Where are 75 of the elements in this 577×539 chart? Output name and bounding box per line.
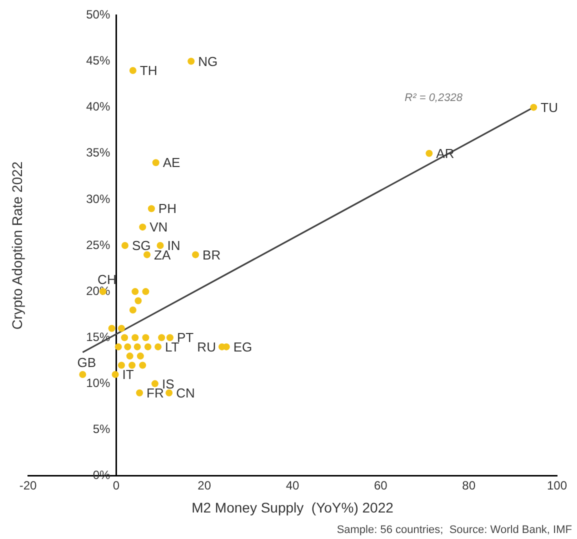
- point: [139, 362, 146, 369]
- y-tick-label: 30%: [86, 192, 116, 206]
- y-tick-label: 50%: [86, 8, 116, 22]
- point: [79, 370, 86, 378]
- annotation: R² = 0,2328: [404, 92, 464, 104]
- data-label: TU: [540, 100, 558, 115]
- point: [142, 334, 150, 342]
- data-label: AE: [162, 155, 181, 170]
- point: [154, 343, 162, 350]
- point: [126, 352, 134, 360]
- data-label: CN: [176, 385, 195, 400]
- point: [124, 343, 132, 350]
- point: [128, 362, 136, 369]
- point: [114, 343, 122, 350]
- point: [136, 389, 144, 396]
- y-tick-label: 40%: [86, 100, 116, 114]
- x-axis-title: M2 Money Supply (YoY%) 2022: [192, 499, 394, 516]
- point: [134, 343, 141, 350]
- point: [121, 334, 128, 342]
- point: [158, 334, 166, 342]
- point: [148, 205, 155, 212]
- point: [129, 306, 136, 314]
- point: [132, 288, 139, 296]
- y-tick-label: 5%: [92, 422, 116, 436]
- data-label: RU: [197, 339, 216, 354]
- point: [139, 224, 146, 231]
- point: [426, 150, 433, 157]
- data-label: VN: [150, 220, 168, 235]
- y-axis-title: Crypto Adoption Rate 2022: [8, 161, 25, 330]
- point: [134, 297, 142, 304]
- point: [108, 324, 116, 332]
- point: [112, 370, 119, 378]
- text: Sample: 56 countries; Source: World Bank, IMF: [336, 524, 572, 536]
- point: [132, 334, 139, 342]
- point: [152, 159, 160, 166]
- x-tick-label: 20: [198, 478, 212, 492]
- data-label: EG: [233, 339, 252, 354]
- point: [144, 251, 151, 258]
- y-tick-label: 10%: [86, 376, 116, 390]
- data-label: GB: [77, 355, 96, 370]
- data-label: FR: [146, 385, 164, 400]
- point: [166, 334, 174, 342]
- data-label: PT: [176, 330, 194, 346]
- x-tick-label: -20: [19, 478, 37, 492]
- x-tick-label: 80: [462, 478, 476, 492]
- point: [121, 242, 128, 249]
- x-tick-label: 60: [374, 478, 388, 492]
- point: [118, 362, 125, 369]
- y-tick-label: 45%: [86, 54, 116, 68]
- point: [118, 324, 125, 332]
- point: [166, 389, 173, 396]
- data-label: TH: [140, 63, 158, 78]
- data-label: BR: [202, 247, 221, 262]
- data-label: PH: [158, 201, 176, 216]
- data-label: SG: [132, 238, 151, 254]
- data-label: NG: [198, 54, 218, 69]
- y-tick-label: 25%: [86, 238, 116, 252]
- data-label: CH: [98, 272, 116, 288]
- data-label: IS: [162, 376, 175, 392]
- point: [144, 343, 152, 350]
- y-tick-label: 15%: [86, 330, 116, 344]
- data-label: IT: [122, 367, 134, 382]
- point: [530, 104, 538, 111]
- x-tick-label: 100: [546, 478, 568, 492]
- point: [192, 251, 200, 258]
- point: [188, 58, 195, 65]
- point: [156, 242, 164, 249]
- point: [136, 352, 144, 360]
- y-tick-label: 35%: [86, 146, 116, 160]
- data-label: LT: [165, 339, 180, 354]
- point: [142, 288, 150, 296]
- x-tick-label: 40: [286, 478, 300, 492]
- x-tick-label: 0: [112, 478, 120, 492]
- point: [151, 380, 158, 388]
- point: [129, 66, 136, 74]
